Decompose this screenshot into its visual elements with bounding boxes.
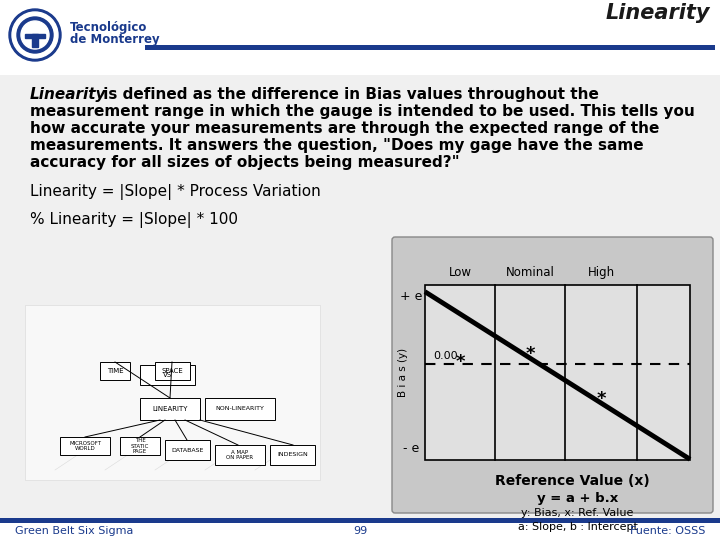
Bar xyxy=(140,398,200,420)
Bar xyxy=(0,518,720,523)
Text: SPACE: SPACE xyxy=(161,368,184,374)
Text: de Monterrey: de Monterrey xyxy=(70,33,160,46)
Text: Fuente: OSSS: Fuente: OSSS xyxy=(629,526,705,536)
Circle shape xyxy=(9,9,61,61)
Text: DATABASE: DATABASE xyxy=(171,448,204,453)
Text: Linearity: Linearity xyxy=(606,3,710,23)
Text: Linearity = |Slope| * Process Variation: Linearity = |Slope| * Process Variation xyxy=(30,184,320,200)
Text: a: Slope, b : Intercept: a: Slope, b : Intercept xyxy=(518,522,637,532)
Text: NON-LINEARITY: NON-LINEARITY xyxy=(215,407,264,411)
Text: Reference Value (x): Reference Value (x) xyxy=(495,474,650,488)
Bar xyxy=(215,445,265,465)
Bar xyxy=(32,34,38,47)
Circle shape xyxy=(21,21,49,49)
Text: VS: VS xyxy=(163,372,172,378)
Text: MICROSOFT
WORLD: MICROSOFT WORLD xyxy=(69,441,101,451)
Text: *: * xyxy=(596,390,606,408)
Text: + e: + e xyxy=(400,291,422,303)
Text: 0.00: 0.00 xyxy=(433,351,458,361)
Text: A MAP
ON PAPER: A MAP ON PAPER xyxy=(226,450,253,461)
Text: y: Bias, x: Ref. Value: y: Bias, x: Ref. Value xyxy=(521,508,634,518)
Bar xyxy=(120,437,160,455)
Bar xyxy=(0,0,720,75)
Bar xyxy=(100,362,130,380)
Bar xyxy=(0,75,720,518)
Text: is defined as the difference in Bias values throughout the: is defined as the difference in Bias val… xyxy=(98,87,599,102)
Text: Tecnológico: Tecnológico xyxy=(70,22,148,35)
Text: Nominal: Nominal xyxy=(505,266,554,279)
Text: accuracy for all sizes of objects being measured?": accuracy for all sizes of objects being … xyxy=(30,155,459,170)
Text: Green Belt Six Sigma: Green Belt Six Sigma xyxy=(15,526,133,536)
Bar xyxy=(60,437,110,455)
Text: Linearity: Linearity xyxy=(30,87,107,102)
Circle shape xyxy=(12,12,58,58)
Bar xyxy=(205,398,275,420)
Bar xyxy=(25,34,45,38)
Circle shape xyxy=(17,17,53,53)
Text: TIME: TIME xyxy=(107,368,123,374)
Text: 99: 99 xyxy=(353,526,367,536)
Text: y = a + b.x: y = a + b.x xyxy=(537,492,618,505)
FancyBboxPatch shape xyxy=(392,237,713,513)
Text: *: * xyxy=(526,345,535,363)
Text: how accurate your measurements are through the expected range of the: how accurate your measurements are throu… xyxy=(30,121,660,136)
Text: Low: Low xyxy=(449,266,472,279)
Text: THE
STATIC
PAGE: THE STATIC PAGE xyxy=(131,438,149,454)
Bar xyxy=(145,45,715,50)
Bar xyxy=(25,305,320,480)
Text: INDESIGN: INDESIGN xyxy=(277,453,308,457)
Bar xyxy=(425,285,690,460)
Text: % Linearity = |Slope| * 100: % Linearity = |Slope| * 100 xyxy=(30,212,238,228)
Text: *: * xyxy=(456,353,465,371)
Text: measurements. It answers the question, "Does my gage have the same: measurements. It answers the question, "… xyxy=(30,138,644,153)
Text: High: High xyxy=(588,266,615,279)
Text: measurement range in which the gauge is intended to be used. This tells you: measurement range in which the gauge is … xyxy=(30,104,695,119)
Bar xyxy=(155,362,190,380)
Text: B i a s (y): B i a s (y) xyxy=(398,348,408,397)
Text: LINEARITY: LINEARITY xyxy=(152,406,188,412)
Bar xyxy=(140,365,195,385)
Text: - e: - e xyxy=(403,442,419,455)
Bar xyxy=(270,445,315,465)
Bar xyxy=(165,440,210,460)
